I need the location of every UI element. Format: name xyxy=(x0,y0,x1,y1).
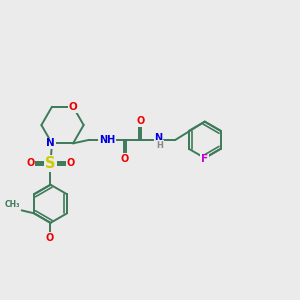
Text: O: O xyxy=(26,158,34,168)
Text: O: O xyxy=(121,154,129,164)
Text: O: O xyxy=(46,233,54,243)
Text: O: O xyxy=(69,102,77,112)
Text: O: O xyxy=(136,116,144,126)
Text: F: F xyxy=(201,154,208,164)
Text: CH₃: CH₃ xyxy=(4,200,20,209)
Text: S: S xyxy=(45,156,56,171)
Text: N: N xyxy=(154,134,163,143)
Text: N: N xyxy=(46,138,55,148)
Text: NH: NH xyxy=(99,135,115,145)
Text: H: H xyxy=(156,141,163,150)
Text: O: O xyxy=(67,158,75,168)
